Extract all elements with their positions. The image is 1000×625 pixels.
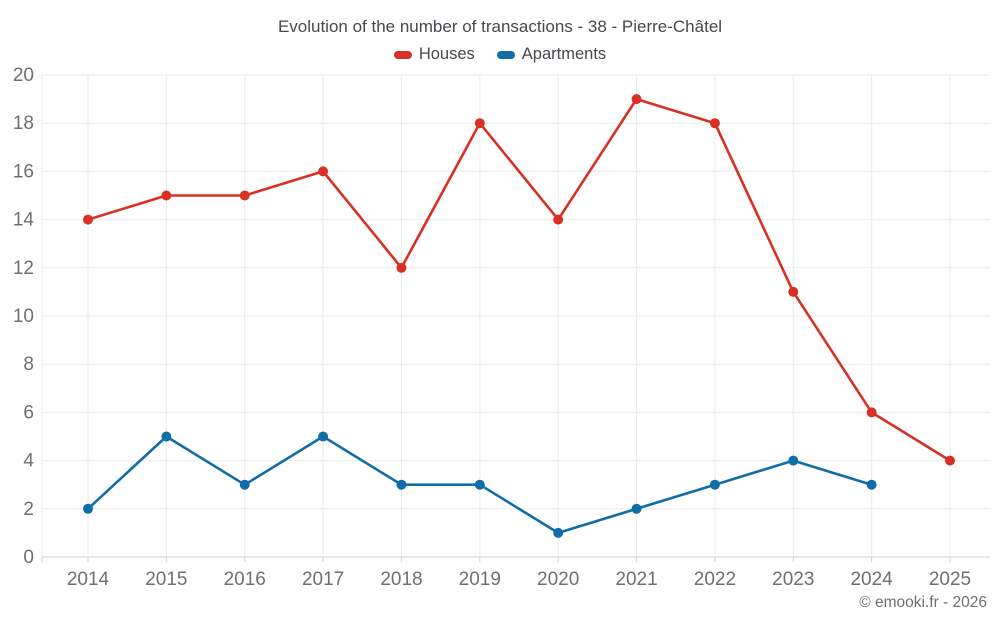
x-tick-label: 2024 — [850, 569, 893, 590]
x-tick-label: 2021 — [615, 569, 657, 590]
y-tick-label: 16 — [13, 161, 34, 182]
x-tick-label: 2014 — [67, 569, 110, 590]
houses-swatch-icon — [393, 50, 412, 59]
apartments-point-2024[interactable] — [866, 479, 877, 490]
apartments-point-2020[interactable] — [553, 527, 564, 538]
apartments-point-2016[interactable] — [239, 479, 250, 490]
x-tick-label: 2016 — [224, 569, 266, 590]
x-tick-label: 2017 — [302, 569, 344, 590]
houses-point-2017[interactable] — [318, 166, 329, 177]
apartments-point-2014[interactable] — [83, 503, 93, 514]
chart-legend: Houses Apartments — [0, 45, 1000, 64]
houses-point-2018[interactable] — [396, 262, 407, 273]
y-tick-label: 20 — [13, 65, 34, 86]
houses-point-2022[interactable] — [709, 118, 720, 129]
houses-point-2024[interactable] — [866, 407, 877, 418]
x-tick-label: 2019 — [459, 569, 501, 590]
apartments-point-2019[interactable] — [474, 479, 485, 490]
legend-item-houses[interactable]: Houses — [393, 45, 475, 64]
y-tick-label: 10 — [13, 306, 34, 327]
legend-label-houses: Houses — [418, 45, 475, 63]
y-tick-label: 12 — [13, 258, 34, 279]
houses-line — [86, 97, 952, 462]
apartments-point-2021[interactable] — [631, 503, 642, 514]
x-tick-label: 2018 — [380, 569, 422, 590]
houses-point-2016[interactable] — [239, 190, 250, 201]
houses-point-2023[interactable] — [788, 286, 799, 297]
x-tick-label: 2020 — [537, 569, 579, 590]
legend-label-apartments: Apartments — [521, 45, 607, 63]
apartments-point-2022[interactable] — [709, 479, 720, 490]
houses-point-2020[interactable] — [553, 214, 564, 225]
y-tick-label: 6 — [23, 402, 34, 423]
credit-text: © emooki.fr - 2026 — [859, 594, 987, 611]
apartments-point-2017[interactable] — [318, 431, 329, 442]
y-tick-label: 4 — [23, 451, 34, 472]
y-tick-label: 18 — [13, 113, 34, 134]
apartments-point-2018[interactable] — [396, 479, 407, 490]
houses-point-2014[interactable] — [83, 214, 93, 225]
apartments-swatch-icon — [496, 50, 515, 59]
houses-point-2015[interactable] — [161, 190, 172, 201]
y-tick-label: 8 — [23, 354, 34, 375]
y-tick-label: 2 — [23, 499, 34, 520]
houses-point-2019[interactable] — [474, 118, 485, 129]
houses-point-2021[interactable] — [631, 94, 642, 105]
x-tick-label: 2025 — [929, 569, 971, 590]
legend-item-apartments[interactable]: Apartments — [496, 45, 607, 64]
y-tick-label: 0 — [23, 547, 34, 568]
apartments-point-2023[interactable] — [788, 455, 799, 466]
chart-title: Evolution of the number of transactions … — [277, 17, 723, 36]
x-tick-label: 2023 — [772, 569, 814, 590]
x-tick-label: 2022 — [694, 569, 736, 590]
houses-point-2025[interactable] — [945, 455, 955, 466]
x-tick-label: 2015 — [145, 569, 187, 590]
apartments-point-2015[interactable] — [161, 431, 172, 442]
y-tick-label: 14 — [13, 210, 35, 231]
